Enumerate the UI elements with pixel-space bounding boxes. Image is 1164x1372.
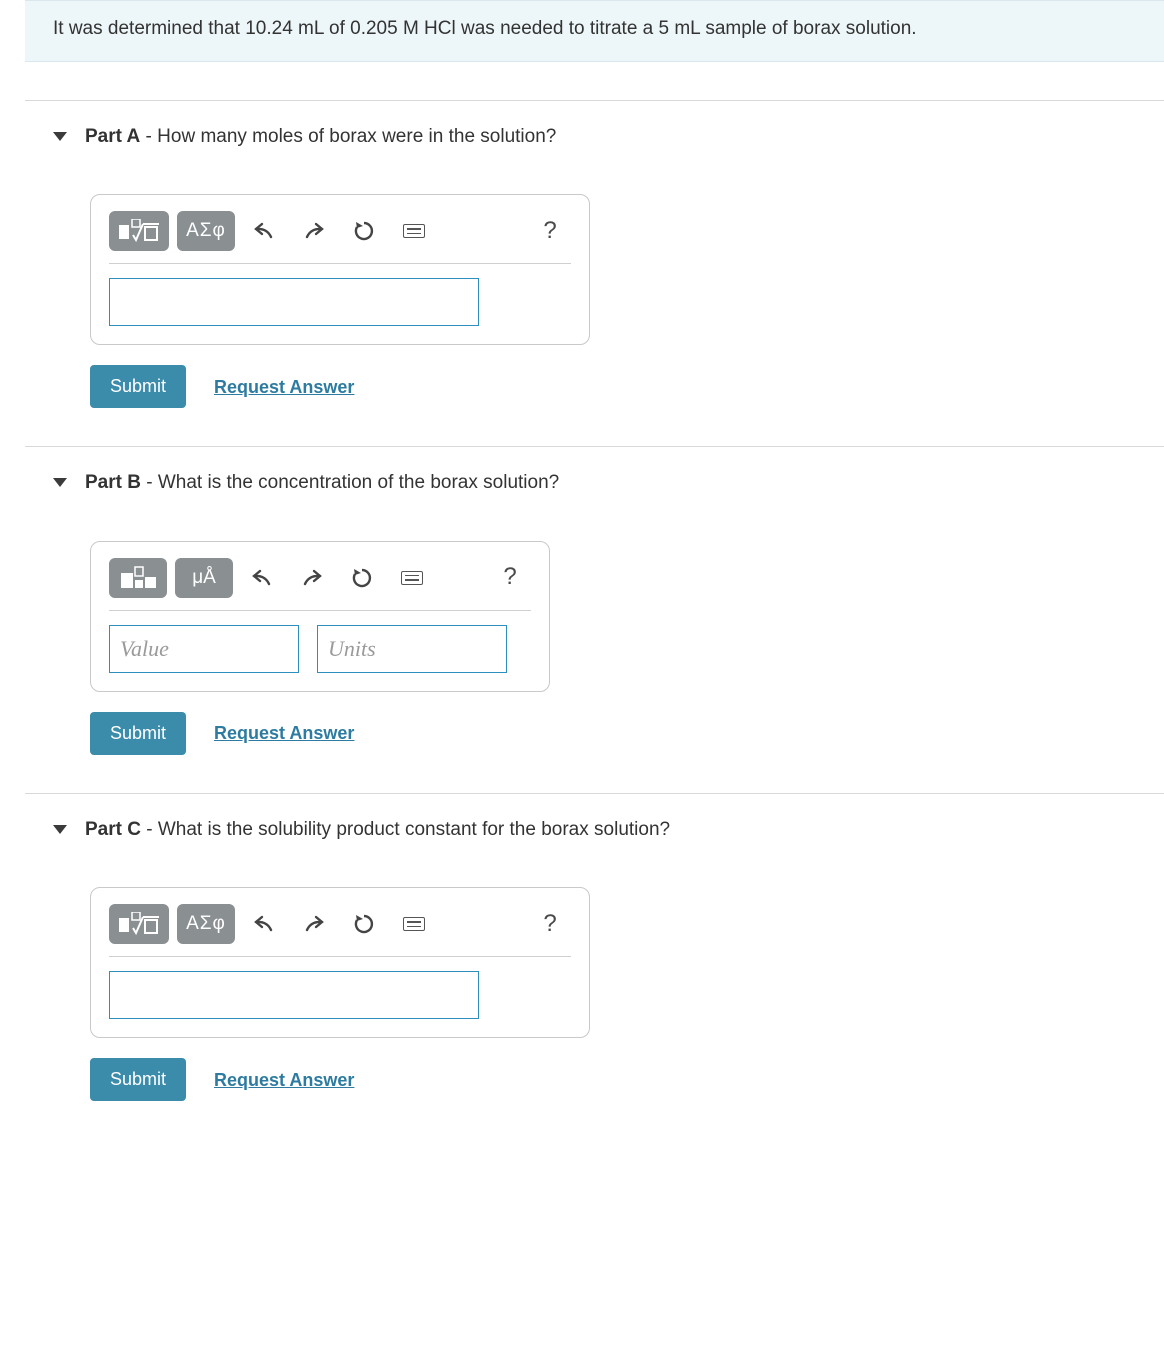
part-c-title: Part C - What is the solubility product … [85,816,670,844]
keyboard-button[interactable] [391,558,433,598]
part-a-request-answer-link[interactable]: Request Answer [214,374,354,400]
chevron-down-icon [53,132,67,141]
part-a-title: Part A - How many moles of borax were in… [85,123,556,151]
greek-symbols-button[interactable]: ΑΣφ [177,904,235,944]
part-c-request-answer-link[interactable]: Request Answer [214,1067,354,1093]
part-a-header[interactable]: Part A - How many moles of borax were in… [25,100,1164,173]
help-button[interactable]: ? [529,904,571,944]
help-button[interactable]: ? [489,558,531,598]
part-a-label: Part A [85,126,140,147]
chevron-down-icon [53,825,67,834]
part-b-header[interactable]: Part B - What is the concentration of th… [25,446,1164,519]
redo-button[interactable] [293,211,335,251]
value-units-template-button[interactable] [109,558,167,598]
part-c-prompt: What is the solubility product constant … [158,819,670,840]
undo-button[interactable] [241,558,283,598]
units-chars-button[interactable]: μÅ [175,558,233,598]
templates-button[interactable] [109,904,169,944]
part-a-answer-box: ΑΣφ ? [90,194,590,345]
part-a-answer-block: ΑΣφ ? Submit Request Answer [90,194,1164,408]
part-c-submit-button[interactable]: Submit [90,1058,186,1101]
reset-button[interactable] [341,558,383,598]
templates-button[interactable] [109,211,169,251]
undo-button[interactable] [243,904,285,944]
part-b-answer-box: μÅ ? [90,541,550,692]
keyboard-button[interactable] [393,904,435,944]
reset-button[interactable] [343,904,385,944]
undo-button[interactable] [243,211,285,251]
chevron-down-icon [53,478,67,487]
part-c-answer-input[interactable] [109,971,479,1019]
part-b-submit-button[interactable]: Submit [90,712,186,755]
part-b-request-answer-link[interactable]: Request Answer [214,720,354,746]
part-c-answer-box: ΑΣφ ? [90,887,590,1038]
redo-button[interactable] [293,904,335,944]
greek-symbols-button[interactable]: ΑΣφ [177,211,235,251]
part-b-title: Part B - What is the concentration of th… [85,469,559,497]
part-b-toolbar: μÅ ? [109,558,531,611]
help-button[interactable]: ? [529,211,571,251]
part-a-answer-input[interactable] [109,278,479,326]
part-c-label: Part C [85,819,141,840]
redo-button[interactable] [291,558,333,598]
part-b-answer-block: μÅ ? Submit Request Answer [90,541,1164,755]
part-a-submit-button[interactable]: Submit [90,365,186,408]
part-c-toolbar: ΑΣφ ? [109,904,571,957]
part-c-answer-block: ΑΣφ ? Submit Request Answer [90,887,1164,1101]
part-b-value-input[interactable] [109,625,299,673]
part-b-prompt: What is the concentration of the borax s… [158,472,559,493]
part-a-prompt: How many moles of borax were in the solu… [157,126,556,147]
keyboard-button[interactable] [393,211,435,251]
part-c-header[interactable]: Part C - What is the solubility product … [25,793,1164,866]
part-b-label: Part B [85,472,141,493]
part-a-toolbar: ΑΣφ ? [109,211,571,264]
problem-statement: It was determined that 10.24 mL of 0.205… [25,0,1164,62]
reset-button[interactable] [343,211,385,251]
part-b-units-input[interactable] [317,625,507,673]
